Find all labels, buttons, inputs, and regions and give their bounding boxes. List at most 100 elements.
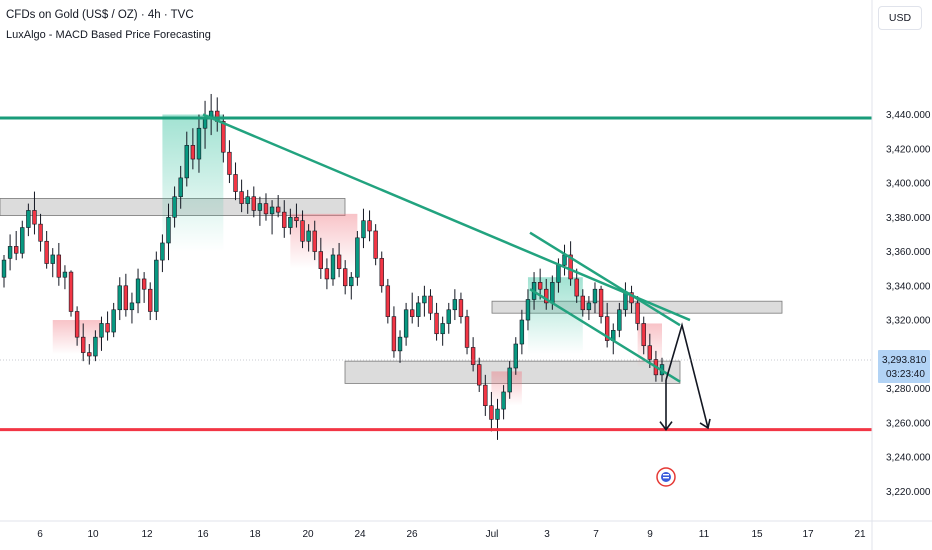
candle-body bbox=[50, 254, 55, 264]
candle-body bbox=[263, 203, 269, 215]
time-tick-label: 3 bbox=[544, 529, 550, 540]
candle-body bbox=[422, 295, 427, 304]
trendline-2 bbox=[529, 231, 681, 327]
candle-body bbox=[233, 174, 238, 192]
candle-body bbox=[403, 309, 409, 338]
candle-body bbox=[227, 151, 232, 175]
candle-body bbox=[458, 299, 464, 317]
candle-body bbox=[361, 220, 366, 239]
candle-body bbox=[312, 230, 317, 252]
candle-body bbox=[373, 230, 378, 259]
time-tick-label: 21 bbox=[854, 529, 866, 540]
candle-body bbox=[172, 196, 177, 218]
candle-body bbox=[105, 323, 110, 333]
currency-button[interactable]: USD bbox=[878, 6, 922, 30]
time-tick-label: 17 bbox=[802, 529, 814, 540]
price-tick-label: 3,260.000 bbox=[886, 418, 931, 429]
candle-body bbox=[190, 145, 196, 160]
time-tick-label: 16 bbox=[197, 529, 209, 540]
candle-body bbox=[464, 316, 470, 348]
candle-body bbox=[635, 302, 640, 324]
candle-body bbox=[385, 285, 391, 317]
candle-body bbox=[568, 254, 573, 280]
candle-body bbox=[257, 203, 263, 211]
candle-body bbox=[586, 302, 592, 311]
price-tick-label: 3,360.000 bbox=[886, 247, 931, 258]
candle-body bbox=[178, 177, 183, 198]
projection-arrow-zigzag bbox=[665, 322, 709, 429]
candle-body bbox=[129, 302, 135, 311]
candle-body bbox=[81, 336, 86, 353]
candle-body bbox=[20, 227, 25, 254]
price-tick-label: 3,400.000 bbox=[886, 179, 931, 190]
candle-body bbox=[135, 278, 141, 304]
candle-body bbox=[477, 364, 482, 386]
candle-body bbox=[202, 117, 208, 129]
candle-body bbox=[56, 254, 62, 278]
candle-body bbox=[154, 259, 159, 312]
candle-body bbox=[26, 210, 31, 228]
candle-body bbox=[330, 254, 336, 280]
candle-body bbox=[111, 309, 116, 333]
arrow-head-icon bbox=[659, 421, 673, 431]
candle-body bbox=[410, 309, 415, 317]
candle-body bbox=[556, 264, 561, 283]
trendline-1 bbox=[202, 113, 691, 322]
price-badge-countdown: 03:23:40 bbox=[886, 369, 925, 380]
candle-body bbox=[160, 242, 165, 261]
candle-body bbox=[269, 206, 275, 215]
time-axis[interactable]: 6 10 12 16 18 20 24 26 Jul 3 7 9 11 15 17 21 bbox=[0, 520, 932, 540]
price-axis[interactable]: 3,440.000 3,420.000 3,400.000 3,380.000 3,36… bbox=[871, 0, 931, 550]
candle-body bbox=[501, 391, 506, 410]
logo-stripe-icon bbox=[663, 477, 669, 479]
time-tick-label: 18 bbox=[249, 529, 261, 540]
candle-body bbox=[1, 259, 7, 278]
candle-body bbox=[184, 145, 189, 179]
candle-body bbox=[342, 268, 348, 287]
candle-body bbox=[428, 295, 433, 314]
candle-body bbox=[196, 127, 202, 160]
candle-body bbox=[483, 384, 488, 406]
price-badge-bg bbox=[878, 350, 930, 383]
candle-body bbox=[74, 311, 80, 338]
candle-body bbox=[574, 278, 579, 297]
candle-body bbox=[87, 352, 92, 357]
drawings-layer bbox=[0, 113, 872, 432]
candle-body bbox=[324, 268, 330, 280]
candle-body bbox=[495, 408, 500, 420]
time-tick-label: 20 bbox=[302, 529, 314, 540]
time-tick-label: 15 bbox=[751, 529, 763, 540]
candle-body bbox=[282, 211, 287, 228]
time-tick-label: 7 bbox=[593, 529, 599, 540]
candle-body bbox=[38, 223, 43, 242]
indicator-label: LuxAlgo - MACD Based Price Forecasting bbox=[6, 29, 211, 41]
candle-body bbox=[221, 121, 226, 153]
time-tick-label: 11 bbox=[699, 529, 710, 540]
candle-body bbox=[397, 336, 403, 352]
candle-body bbox=[245, 196, 250, 204]
candle-body bbox=[562, 254, 567, 266]
candle-body bbox=[525, 299, 531, 321]
candle-body bbox=[62, 271, 68, 278]
candle-body bbox=[550, 282, 555, 304]
candle-body bbox=[251, 196, 256, 211]
candle-body bbox=[300, 220, 305, 242]
candle-body bbox=[32, 210, 37, 225]
candle-body bbox=[604, 316, 610, 341]
candle-body bbox=[7, 246, 13, 259]
price-tick-label: 3,340.000 bbox=[886, 281, 931, 292]
candle-body bbox=[306, 230, 311, 242]
candle-body bbox=[489, 405, 494, 420]
candle-body bbox=[507, 367, 512, 393]
candle-body bbox=[275, 206, 281, 213]
candle-body bbox=[544, 288, 549, 304]
candle-body bbox=[379, 258, 384, 287]
time-tick-label: 9 bbox=[647, 529, 653, 540]
candle-body bbox=[513, 343, 518, 369]
tradingview-logo[interactable] bbox=[656, 467, 676, 487]
candles-layer bbox=[1, 93, 665, 440]
arrow-head-icon bbox=[699, 418, 711, 430]
candle-body bbox=[355, 237, 360, 278]
candle-body bbox=[580, 295, 585, 311]
